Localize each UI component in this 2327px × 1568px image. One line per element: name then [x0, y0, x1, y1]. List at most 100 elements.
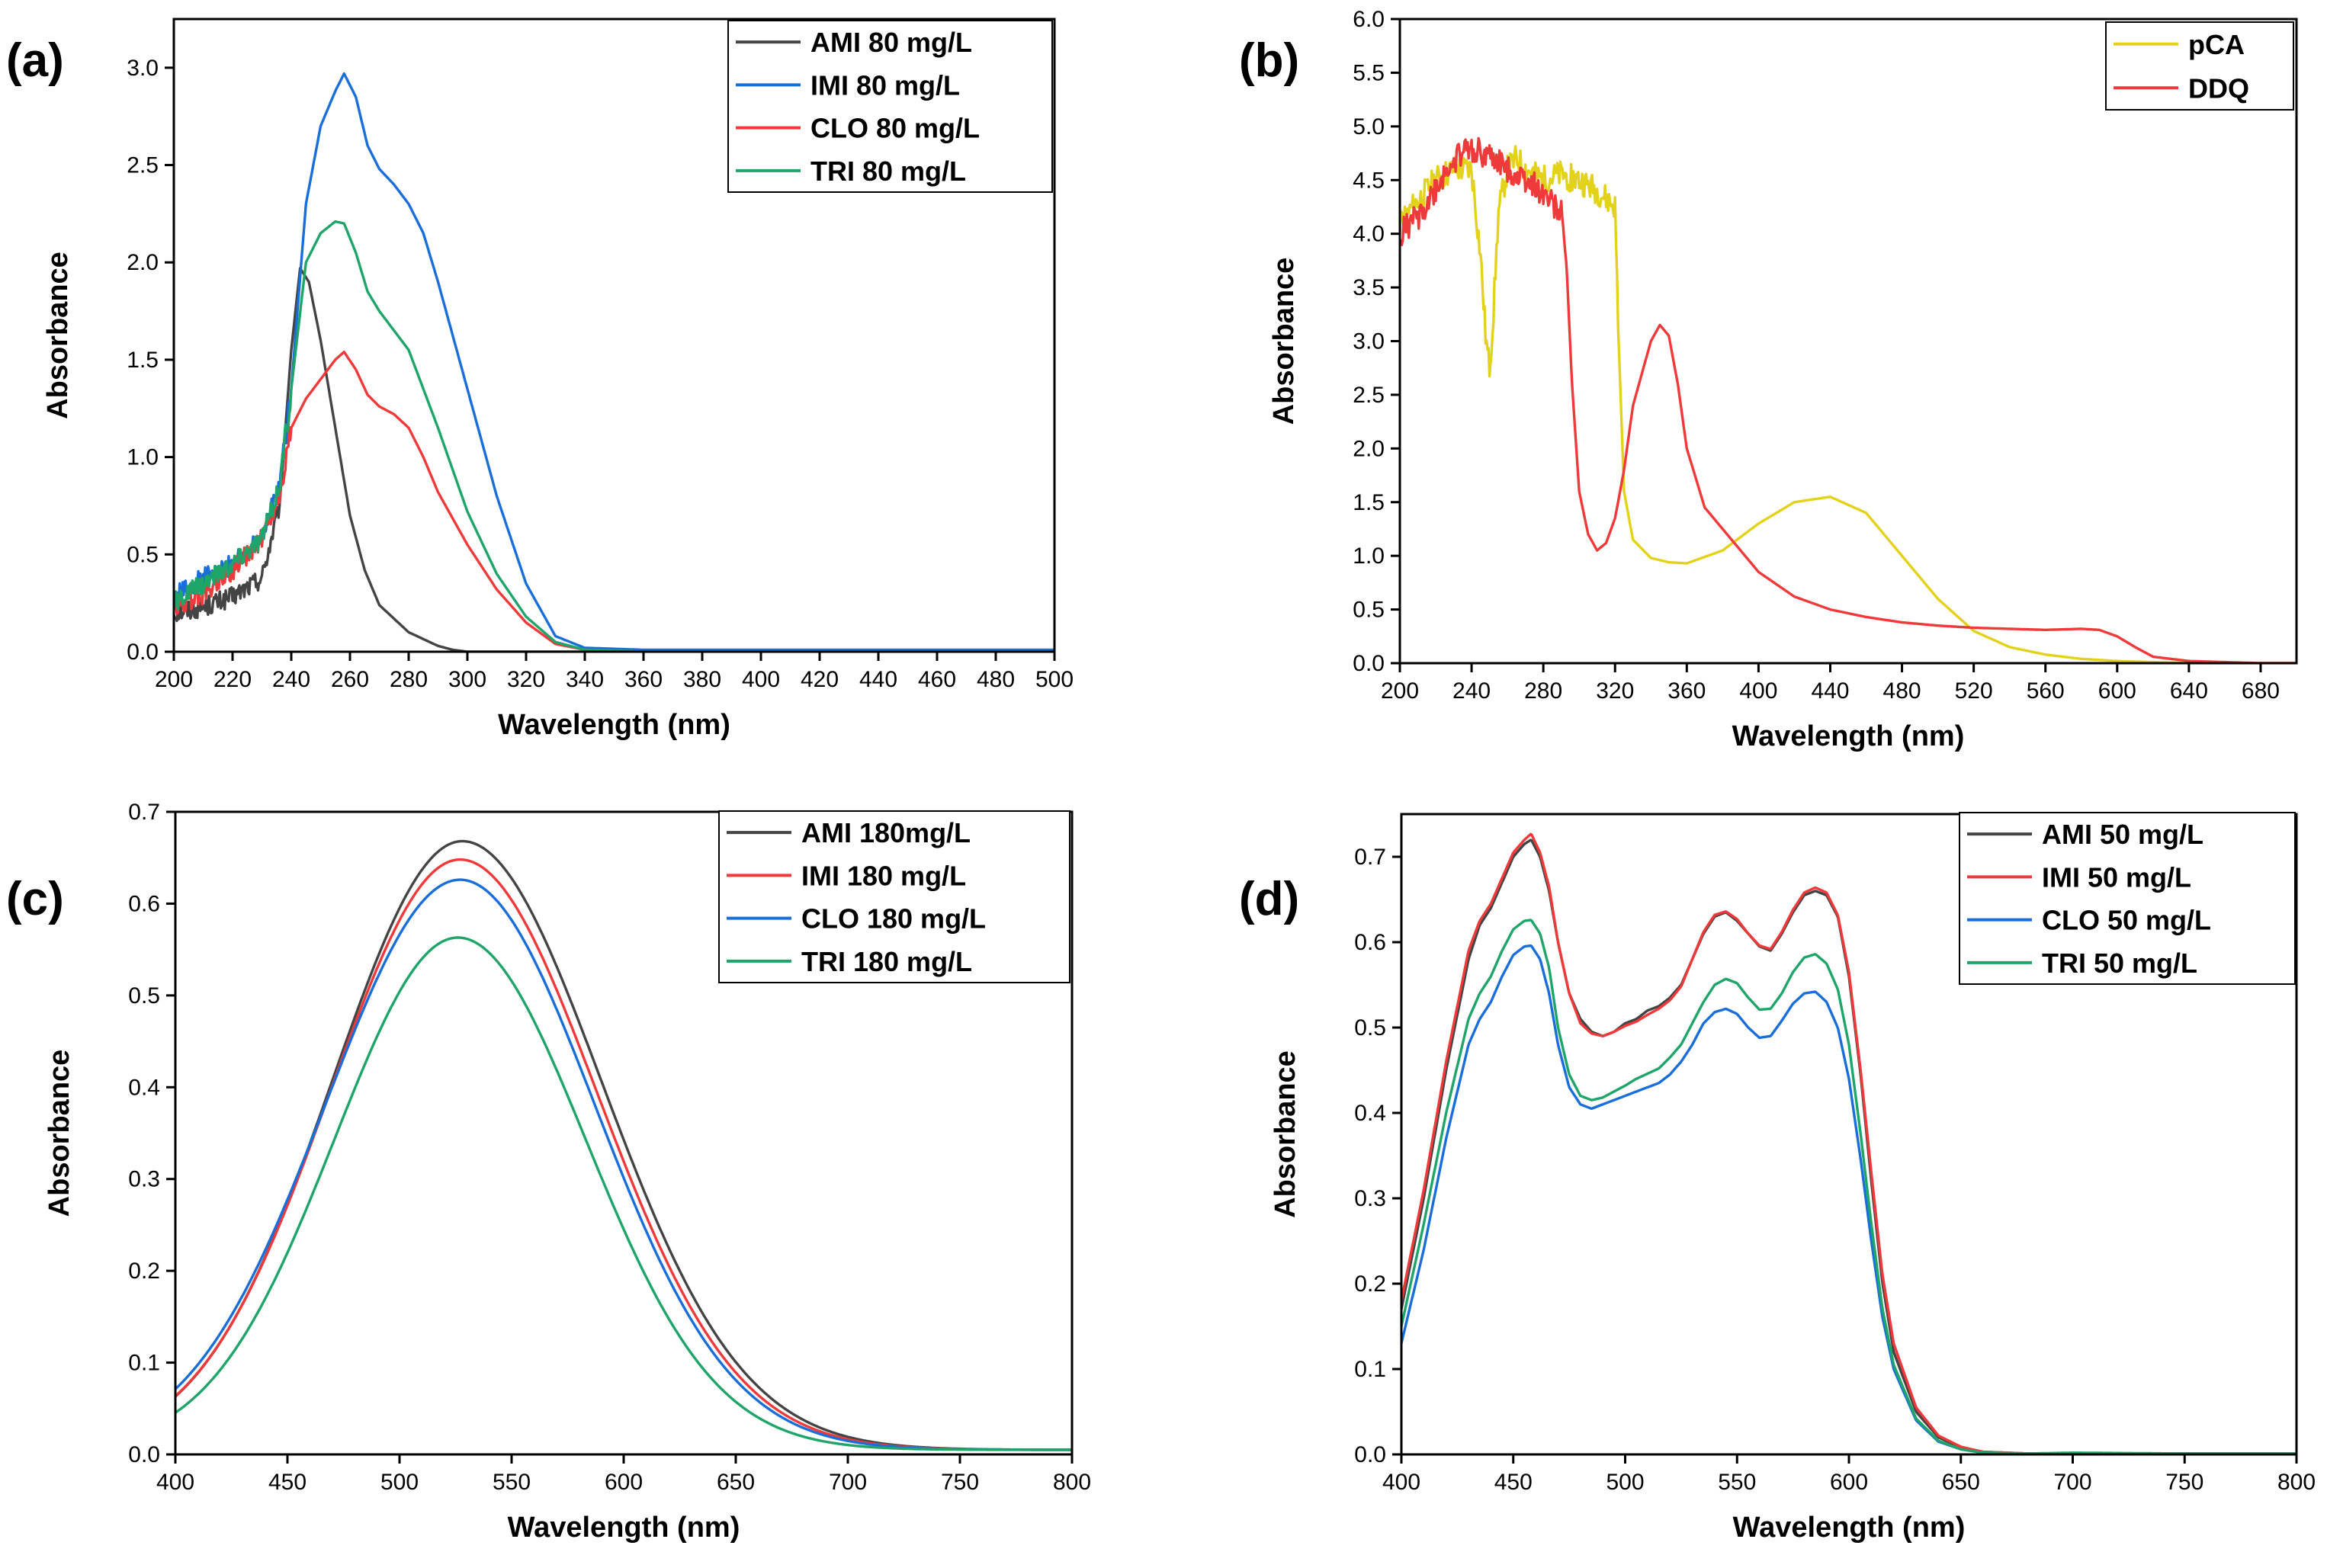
- legend-label: AMI 180mg/L: [801, 817, 971, 848]
- y-tick-label: 4.0: [1353, 222, 1385, 247]
- panel-label: (c): [6, 873, 64, 925]
- y-tick-label: 2.5: [127, 153, 159, 178]
- y-tick-label: 2.0: [1353, 436, 1385, 461]
- legend-label: DDQ: [2188, 72, 2249, 104]
- series-line-tri-50-mg-l: [1401, 919, 2297, 1454]
- series-line-imi-80-mg-l: [174, 72, 1054, 652]
- legend-box: [718, 810, 1070, 983]
- series-line-tri-80-mg-l: [174, 220, 1054, 652]
- y-tick-label: 0.5: [127, 542, 159, 567]
- legend-label: TRI 50 mg/L: [2042, 948, 2197, 979]
- x-tick-label: 340: [566, 667, 604, 692]
- x-tick-label: 400: [1382, 1470, 1420, 1495]
- panel-d: 400 450 500 550 600 650 700 750 800 0.0 0.1 0.2 0.3 0…: [1239, 812, 2316, 1544]
- legend-label: IMI 180 mg/L: [801, 860, 966, 891]
- x-tick-label: 450: [268, 1470, 307, 1495]
- series-line-ddq: [1400, 136, 2297, 663]
- legend-box: [1959, 812, 2296, 985]
- x-tick-label: 420: [801, 667, 839, 692]
- x-tick-label: 260: [331, 667, 369, 692]
- x-tick-label: 400: [742, 667, 780, 692]
- x-tick-label: 600: [1830, 1470, 1868, 1495]
- y-tick-label: 0.2: [1354, 1271, 1386, 1297]
- x-tick-label: 560: [2027, 678, 2065, 704]
- x-tick-label: 400: [1739, 678, 1777, 704]
- y-tick-label: 3.0: [1353, 329, 1385, 354]
- legend-box: [2105, 21, 2294, 111]
- y-tick-label: 6.0: [1353, 7, 1385, 32]
- y-tick-label: 1.0: [127, 445, 159, 470]
- series-line-tri-180-mg-l: [175, 936, 1072, 1451]
- legend-label: CLO 50 mg/L: [2042, 905, 2211, 936]
- x-tick-label: 200: [155, 667, 193, 692]
- x-tick-label: 300: [448, 667, 486, 692]
- legend-label: IMI 80 mg/L: [810, 69, 960, 101]
- series-line-clo-80-mg-l: [174, 351, 1054, 652]
- x-tick-label: 500: [1606, 1470, 1644, 1495]
- y-axis-title: Absorbance: [1268, 258, 1300, 425]
- x-axis-title: Wavelength (nm): [1732, 720, 1965, 752]
- x-tick-label: 400: [156, 1470, 194, 1495]
- x-tick-label: 360: [1667, 678, 1706, 704]
- legend-label: TRI 80 mg/L: [810, 156, 966, 187]
- legend: AMI 80 mg/L IMI 80 mg/L CLO 80 mg/L TRI 80 …: [727, 20, 1053, 193]
- y-tick-label: 3.5: [1353, 275, 1385, 300]
- y-tick-label: 0.6: [1354, 930, 1386, 955]
- y-tick-label: 5.0: [1353, 114, 1385, 139]
- x-tick-label: 280: [390, 667, 428, 692]
- y-tick-label: 0.0: [128, 1442, 160, 1467]
- x-tick-label: 750: [2165, 1470, 2203, 1495]
- legend-label: CLO 180 mg/L: [801, 903, 986, 935]
- x-tick-label: 500: [380, 1470, 419, 1495]
- x-axis-title: Wavelength (nm): [508, 1512, 740, 1544]
- x-tick-label: 450: [1494, 1470, 1533, 1495]
- y-tick-label: 0.7: [128, 800, 160, 825]
- x-tick-label: 520: [1955, 678, 1993, 704]
- x-tick-label: 600: [605, 1470, 643, 1495]
- legend-label: pCA: [2188, 29, 2245, 60]
- series-line-pca: [1400, 145, 2297, 663]
- legend-label: IMI 50 mg/L: [2042, 861, 2191, 893]
- x-tick-label: 440: [859, 667, 897, 692]
- x-tick-label: 240: [1452, 678, 1491, 704]
- y-tick-label: 0.3: [128, 1167, 160, 1192]
- y-tick-label: 0.7: [1354, 845, 1386, 870]
- x-tick-label: 680: [2242, 678, 2280, 704]
- x-tick-label: 480: [977, 667, 1015, 692]
- x-tick-label: 650: [717, 1470, 755, 1495]
- panel-a: 200 220 240 260 280 300 320 340 360 380 400 420 440 4…: [6, 18, 1074, 741]
- series-line-ami-80-mg-l: [174, 267, 1054, 652]
- y-tick-label: 0.0: [1354, 1442, 1386, 1467]
- y-tick-label: 0.3: [1354, 1186, 1386, 1211]
- legend: AMI 180mg/L IMI 180 mg/L CLO 180 mg/L TRI 1…: [718, 810, 1070, 983]
- legend: pCA DDQ: [2105, 21, 2294, 111]
- y-tick-label: 1.5: [127, 348, 159, 373]
- x-tick-label: 650: [1942, 1470, 1980, 1495]
- x-tick-label: 750: [941, 1470, 979, 1495]
- x-tick-label: 440: [1811, 678, 1849, 704]
- y-tick-label: 2.5: [1353, 383, 1385, 408]
- x-tick-label: 550: [493, 1470, 531, 1495]
- y-tick-label: 0.6: [128, 891, 160, 916]
- y-tick-label: 0.5: [1353, 598, 1385, 623]
- x-tick-label: 800: [1053, 1470, 1091, 1495]
- x-tick-label: 280: [1524, 678, 1562, 704]
- x-tick-label: 700: [829, 1470, 867, 1495]
- y-tick-label: 0.5: [1354, 1015, 1386, 1041]
- x-axis-title: Wavelength (nm): [498, 709, 730, 741]
- y-tick-label: 0.0: [127, 640, 159, 665]
- x-tick-label: 240: [272, 667, 310, 692]
- x-tick-label: 800: [2277, 1470, 2316, 1495]
- y-tick-label: 1.5: [1353, 490, 1385, 515]
- panel-b: 200 240 280 320 360 400 440 480 520 560 600 640 680 0…: [1239, 7, 2298, 752]
- legend-label: TRI 180 mg/L: [801, 946, 972, 977]
- y-tick-label: 0.4: [128, 1075, 160, 1100]
- legend-label: AMI 80 mg/L: [810, 27, 972, 58]
- y-axis-title: Absorbance: [43, 1050, 75, 1217]
- x-tick-label: 320: [507, 667, 545, 692]
- x-tick-label: 500: [1035, 667, 1074, 692]
- legend-box: [727, 20, 1053, 193]
- y-tick-label: 0.1: [1354, 1357, 1386, 1382]
- legend-label: AMI 50 mg/L: [2042, 819, 2203, 850]
- y-tick-label: 1.0: [1353, 544, 1385, 569]
